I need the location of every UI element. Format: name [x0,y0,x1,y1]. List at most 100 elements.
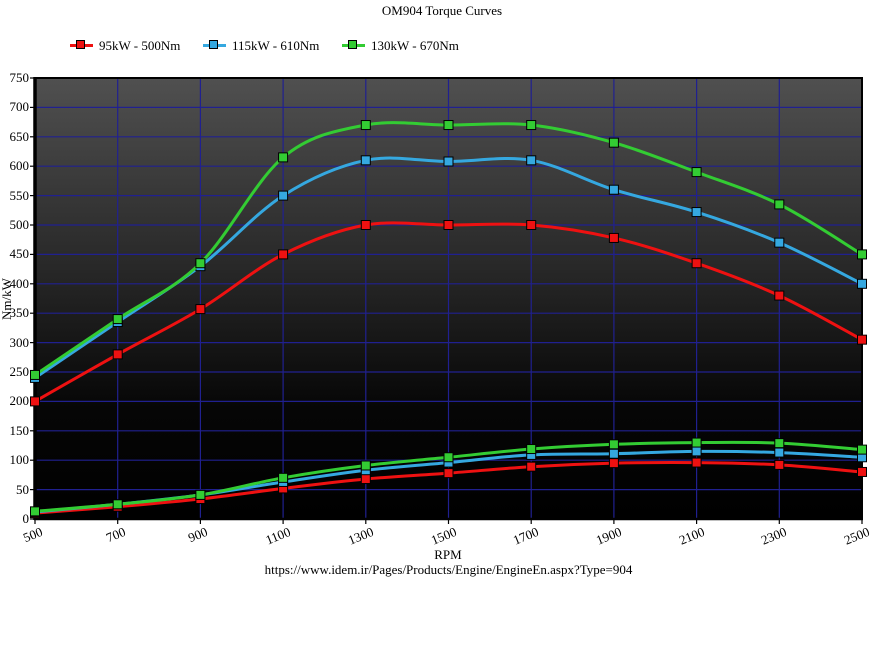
legend-label: 115kW - 610Nm [232,37,320,53]
data-point-marker [443,468,454,479]
data-point-marker [608,439,619,450]
data-point-marker [278,476,289,487]
data-point-marker [360,155,371,166]
x-tick-label: 1300 [345,524,376,548]
data-point-marker [30,396,40,407]
y-tick-label: 750 [9,70,30,85]
x-tick-label: 700 [103,524,128,546]
data-point-marker [30,506,40,517]
series-0-95kw-500nm-torque-nm- [30,220,867,407]
data-point-marker [857,466,867,477]
data-point-marker [195,489,206,500]
y-tick-label: 500 [9,217,30,232]
series-line [34,221,863,403]
data-point-marker [360,474,371,485]
y-axis-title: Nm/kW [0,278,14,320]
data-point-marker [278,472,289,483]
x-tick-label: 1100 [263,524,293,548]
data-point-marker [278,483,289,494]
y-tick-label: 600 [9,158,30,174]
series-3-95kw-power-kw- [30,457,867,519]
data-point-marker [443,156,454,167]
data-point-marker [608,458,619,469]
data-point-marker [857,278,867,289]
y-tick-label: 50 [16,481,29,497]
data-point-marker [195,489,206,500]
data-point-marker [278,249,289,260]
series-4-115kw-power-kw- [30,446,867,517]
data-point-marker [195,304,206,315]
data-point-marker [774,447,785,458]
data-point-marker [526,220,537,230]
x-tick-label: 1900 [593,524,624,548]
data-point-marker [608,184,619,195]
series-5-130kw-power-kw- [30,437,867,517]
y-tick-label: 450 [9,246,30,262]
data-point-marker [112,499,123,510]
y-tick-label: 0 [22,511,30,526]
legend-marker-95kw [70,39,93,52]
data-point-marker [857,249,867,260]
y-tick-label: 100 [9,452,30,468]
data-point-marker [443,120,454,131]
data-point-marker [112,349,123,360]
data-point-marker [278,190,289,201]
data-point-marker [30,506,40,517]
legend-square-icon [348,40,357,49]
data-point-marker [608,448,619,459]
series-1-115kw-610nm-torque-nm- [30,155,867,383]
legend-label: 95kW - 500Nm [99,37,181,53]
legend-label: 130kW - 670Nm [371,37,459,53]
x-tick-label: 2300 [759,524,789,548]
data-point-marker [857,452,867,463]
series-line [34,156,863,380]
legend-marker-115kw [203,39,226,52]
y-tick-label: 300 [9,334,30,350]
y-tick-label: 550 [9,187,30,203]
data-point-marker [526,449,537,460]
x-axis-title: RPM [434,547,462,562]
data-point-marker [360,465,371,476]
data-point-marker [195,258,206,269]
series-line [34,121,863,377]
legend-square-icon [76,40,85,49]
series-line [34,449,863,514]
data-point-marker [195,494,206,505]
legend-item-115kw: 115kW - 610Nm [203,38,319,53]
chart-title: OM904 Torque Curves [381,3,503,18]
y-tick-label: 350 [9,305,30,321]
data-point-marker [608,137,619,148]
data-point-marker [608,232,619,243]
data-point-marker [112,317,123,328]
data-point-marker [691,167,702,178]
data-point-marker [691,457,702,468]
legend-square-icon [209,40,218,49]
x-tick-label: 900 [186,524,211,546]
data-point-marker [857,444,867,455]
data-point-marker [195,261,206,272]
data-point-marker [691,437,702,448]
data-point-marker [774,438,785,449]
plot-background [35,78,862,519]
data-point-marker [112,501,123,512]
data-point-marker [30,369,40,380]
data-point-marker [691,258,702,269]
y-tick-label: 250 [9,364,30,379]
data-point-marker [278,152,289,163]
data-point-marker [691,207,702,218]
data-point-marker [857,334,867,345]
tick-marks [30,77,863,524]
plot-border [34,77,863,520]
x-tick-label: 2500 [841,524,872,548]
y-tick-label: 700 [9,99,30,115]
data-point-marker [774,199,785,210]
data-point-marker [526,155,537,166]
source-url: https://www.idem.ir/Pages/Products/Engin… [264,562,633,577]
data-point-marker [526,444,537,455]
data-point-marker [443,452,454,463]
y-tick-label: 650 [9,128,30,144]
data-point-marker [30,372,40,383]
series-2-130kw-670nm-torque-nm- [30,120,867,380]
data-point-marker [774,290,785,301]
